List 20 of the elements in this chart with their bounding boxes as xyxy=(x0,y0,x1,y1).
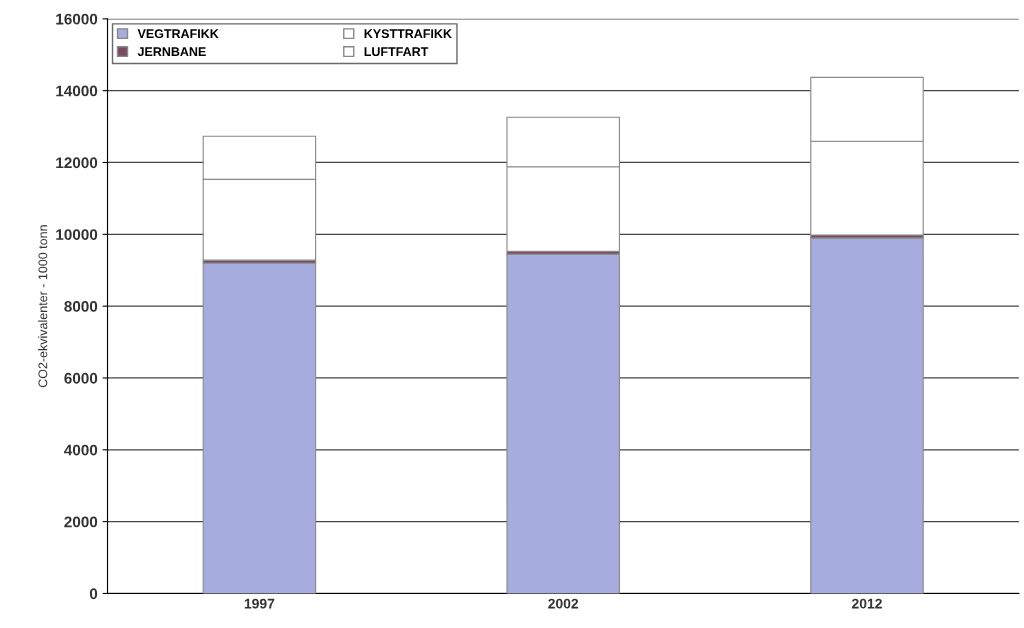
y-tick-label: 12000 xyxy=(56,157,98,169)
bar xyxy=(506,253,620,594)
y-tick-label: 0 xyxy=(89,588,98,600)
bar xyxy=(810,237,924,594)
y-axis-title: CO2-ekvivalenter - 1000 tonn xyxy=(38,225,48,388)
y-tick-label: 2000 xyxy=(64,516,98,528)
legend-label: JERNBANE xyxy=(137,47,206,57)
y-tick-label: 16000 xyxy=(56,13,98,25)
y-tick-label: 10000 xyxy=(56,229,98,241)
legend-label: LUFTFART xyxy=(364,47,429,57)
legend-label: VEGTRAFIKK xyxy=(137,29,219,39)
bar xyxy=(202,262,317,594)
x-tick-label: 1997 xyxy=(244,598,275,609)
y-tick-label: 8000 xyxy=(64,301,98,312)
x-tick-label: 2002 xyxy=(548,598,579,609)
y-tick-label: 4000 xyxy=(64,444,98,456)
x-tick-label: 2012 xyxy=(852,598,882,609)
y-tick-label: 6000 xyxy=(64,372,98,384)
y-tick-label: 14000 xyxy=(56,85,98,97)
legend-label: KYSTTRAFIKK xyxy=(364,29,452,39)
